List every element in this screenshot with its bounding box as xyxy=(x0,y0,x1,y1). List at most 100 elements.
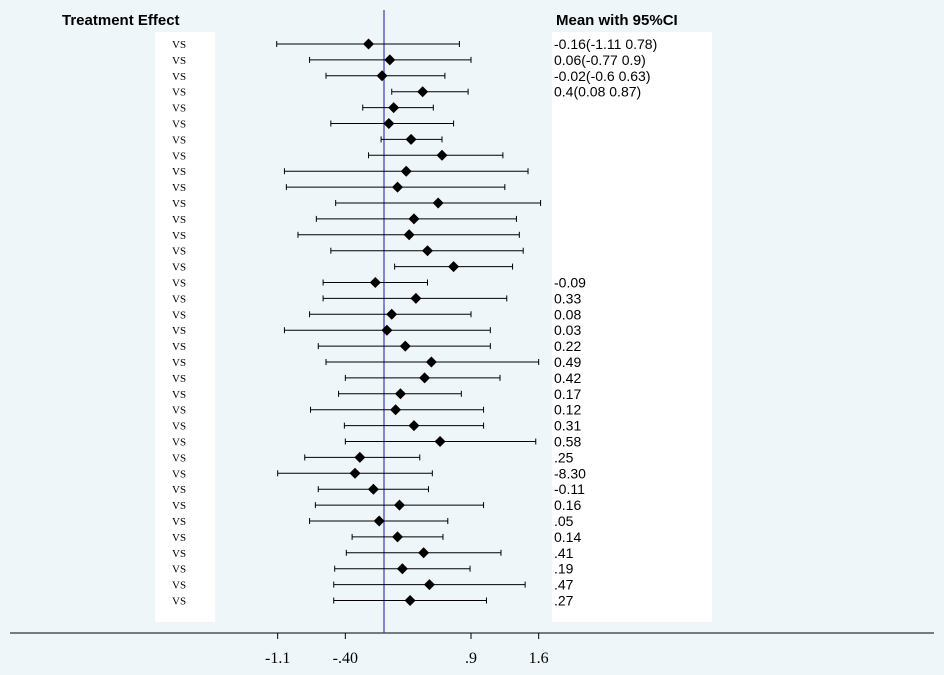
ci-text: .27 xyxy=(554,593,574,609)
comparison-label: VS xyxy=(172,230,186,242)
effect-marker xyxy=(425,356,437,368)
comparison-label: VS xyxy=(172,580,186,592)
comparison-label: VS xyxy=(172,437,186,449)
comparison-label: VS xyxy=(172,564,186,576)
ci-text: 0.03 xyxy=(554,322,581,338)
effect-marker xyxy=(384,54,396,66)
effect-marker xyxy=(363,38,375,50)
comparison-label: VS xyxy=(172,198,186,210)
effect-marker xyxy=(354,451,366,463)
comparison-label: VS xyxy=(172,373,186,385)
x-tick-label: 1.6 xyxy=(529,650,549,667)
ci-text: .05 xyxy=(554,513,574,529)
comparison-label: VS xyxy=(172,39,186,51)
comparison-label: VS xyxy=(172,357,186,369)
comparison-label: VS xyxy=(172,484,186,496)
effect-marker xyxy=(419,372,431,384)
comparison-label: VS xyxy=(172,119,186,131)
effect-marker xyxy=(448,261,460,273)
comparison-label: VS xyxy=(172,134,186,146)
effect-marker xyxy=(408,420,420,432)
ci-text: .47 xyxy=(554,577,574,593)
comparison-label: VS xyxy=(172,246,186,258)
ci-text: 0.17 xyxy=(554,386,581,402)
comparison-label: VS xyxy=(172,452,186,464)
comparison-label: VS xyxy=(172,532,186,544)
comparison-label: VS xyxy=(172,150,186,162)
effect-marker xyxy=(376,70,388,82)
ci-text: 0.58 xyxy=(554,434,581,450)
comparison-label: VS xyxy=(172,341,186,353)
effect-marker xyxy=(388,102,400,114)
ci-text: 0.42 xyxy=(554,370,581,386)
ci-text: 0.4(0.08 0.87) xyxy=(554,84,641,100)
x-tick-label: .9 xyxy=(465,650,477,667)
comparison-label: VS xyxy=(172,596,186,608)
effect-marker xyxy=(386,308,398,320)
comparison-label: VS xyxy=(172,468,186,480)
comparison-label: VS xyxy=(172,309,186,321)
effect-marker xyxy=(390,404,402,416)
effect-marker xyxy=(393,499,405,511)
ci-text: 0.31 xyxy=(554,418,581,434)
ci-text: 0.06(-0.77 0.9) xyxy=(554,52,646,68)
comparison-label: VS xyxy=(172,214,186,226)
comparison-label: VS xyxy=(172,278,186,290)
ci-text: -0.09 xyxy=(554,275,586,291)
effect-marker xyxy=(408,213,420,225)
comparison-label: VS xyxy=(172,103,186,115)
comparison-label: VS xyxy=(172,293,186,305)
ci-text: 0.33 xyxy=(554,290,581,306)
ci-text: -0.02(-0.6 0.63) xyxy=(554,68,651,84)
comparison-label: VS xyxy=(172,262,186,274)
comparison-label: VS xyxy=(172,516,186,528)
comparison-label: VS xyxy=(172,87,186,99)
effect-marker xyxy=(396,563,408,575)
comparison-label: VS xyxy=(172,405,186,417)
comparison-label: VS xyxy=(172,55,186,67)
effect-marker xyxy=(369,277,381,288)
comparison-label-panel xyxy=(155,32,215,622)
effect-marker xyxy=(399,340,411,352)
effect-marker xyxy=(394,388,406,400)
ci-text: -0.11 xyxy=(554,481,585,497)
effect-marker xyxy=(400,165,412,177)
effect-marker xyxy=(383,118,395,129)
effect-marker xyxy=(418,547,430,559)
comparison-label: VS xyxy=(172,421,186,433)
ci-text: 0.14 xyxy=(554,529,581,545)
effect-marker xyxy=(436,149,448,161)
comparison-label: VS xyxy=(172,325,186,337)
effect-marker xyxy=(403,229,415,241)
x-tick-label: -.40 xyxy=(333,650,358,667)
comparison-label: VS xyxy=(172,71,186,83)
comparison-label: VS xyxy=(172,182,186,194)
ci-text: 0.22 xyxy=(554,338,581,354)
effect-marker xyxy=(434,436,446,447)
mean-ci-header: Mean with 95%CI xyxy=(556,12,678,29)
ci-text: 0.08 xyxy=(554,306,581,322)
ci-text: 0.49 xyxy=(554,354,581,370)
effect-marker xyxy=(392,181,404,193)
comparison-label: VS xyxy=(172,166,186,178)
effect-marker xyxy=(392,531,404,543)
ci-text: .41 xyxy=(554,545,574,561)
treatment-effect-header: Treatment Effect xyxy=(62,12,180,29)
ci-text: .19 xyxy=(554,561,574,577)
ci-text: .25 xyxy=(554,449,574,465)
ci-text: -0.16(-1.11 0.78) xyxy=(554,36,657,52)
comparison-label: VS xyxy=(172,500,186,512)
x-tick-label: -1.1 xyxy=(265,650,290,667)
effect-marker xyxy=(423,579,435,591)
ci-text-panel xyxy=(552,32,712,622)
comparison-label: VS xyxy=(172,548,186,560)
ci-text: 0.12 xyxy=(554,402,581,418)
effect-marker xyxy=(417,86,429,98)
effect-marker xyxy=(373,515,385,527)
ci-text: 0.16 xyxy=(554,497,581,513)
ci-text: -8.30 xyxy=(554,465,586,481)
effect-marker xyxy=(349,467,361,479)
effect-marker xyxy=(405,133,417,145)
